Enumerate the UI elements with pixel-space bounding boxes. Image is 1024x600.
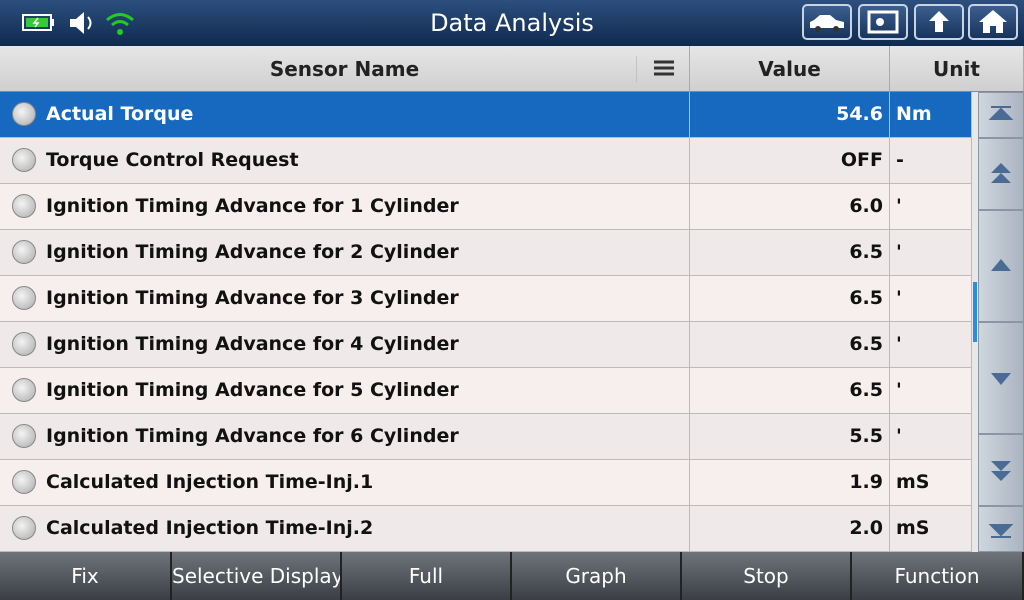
page-up-button[interactable] — [978, 138, 1024, 210]
table-row[interactable]: Torque Control Request OFF - — [0, 138, 972, 184]
sensor-unit: mS — [890, 506, 972, 551]
screen-title: Data Analysis — [430, 9, 594, 37]
sensor-name: Ignition Timing Advance for 4 Cylinder — [46, 322, 690, 367]
scroll-down-button[interactable] — [978, 322, 1024, 434]
status-icons — [22, 12, 134, 35]
scroll-up-button[interactable] — [978, 210, 1024, 322]
sensor-unit: Nm — [890, 92, 972, 137]
footer-button[interactable]: Selective Display — [172, 552, 342, 600]
scroll-top-button[interactable] — [978, 92, 1024, 138]
sensor-unit: ' — [890, 414, 972, 459]
scroll-thumb[interactable] — [973, 282, 977, 342]
row-radio[interactable] — [12, 286, 36, 310]
row-radio[interactable] — [12, 470, 36, 494]
table-row[interactable]: Ignition Timing Advance for 3 Cylinder 6.… — [0, 276, 972, 322]
footer-button[interactable]: Fix — [0, 552, 172, 600]
sensor-name: Ignition Timing Advance for 1 Cylinder — [46, 184, 690, 229]
sensor-name: Ignition Timing Advance for 2 Cylinder — [46, 230, 690, 275]
column-header[interactable]: Value — [690, 46, 890, 92]
sensor-name: Calculated Injection Time-Inj.2 — [46, 506, 690, 551]
title-bar: Data Analysis — [0, 0, 1024, 46]
column-header[interactable]: Unit — [890, 46, 1024, 92]
sensor-value: 6.5 — [690, 230, 890, 275]
sensor-unit: mS — [890, 460, 972, 505]
sensor-unit: - — [890, 138, 972, 183]
table-row[interactable]: Ignition Timing Advance for 5 Cylinder 6.… — [0, 368, 972, 414]
table-row[interactable]: Ignition Timing Advance for 1 Cylinder 6.… — [0, 184, 972, 230]
column-header[interactable]: Sensor Name — [0, 46, 690, 92]
row-radio[interactable] — [12, 424, 36, 448]
sensor-name: Calculated Injection Time-Inj.1 — [46, 460, 690, 505]
row-radio[interactable] — [12, 102, 36, 126]
report-button[interactable] — [858, 4, 908, 40]
sensor-unit: ' — [890, 230, 972, 275]
scroll-bottom-button[interactable] — [978, 506, 1024, 552]
footer-button[interactable]: Graph — [512, 552, 682, 600]
sensor-value: 6.5 — [690, 276, 890, 321]
row-radio[interactable] — [12, 332, 36, 356]
footer-button[interactable]: Full — [342, 552, 512, 600]
table-row[interactable]: Actual Torque 54.6 Nm — [0, 92, 972, 138]
sensor-name: Actual Torque — [46, 92, 690, 137]
sensor-name: Ignition Timing Advance for 3 Cylinder — [46, 276, 690, 321]
sensor-value: 1.9 — [690, 460, 890, 505]
sensor-unit: ' — [890, 322, 972, 367]
sensor-name: Torque Control Request — [46, 138, 690, 183]
table-row[interactable]: Calculated Injection Time-Inj.1 1.9 mS — [0, 460, 972, 506]
sensor-value: 54.6 — [690, 92, 890, 137]
table-row[interactable]: Ignition Timing Advance for 4 Cylinder 6.… — [0, 322, 972, 368]
sensor-value: 6.0 — [690, 184, 890, 229]
sensor-value: 6.5 — [690, 322, 890, 367]
row-radio[interactable] — [12, 378, 36, 402]
page-down-button[interactable] — [978, 434, 1024, 506]
row-radio[interactable] — [12, 240, 36, 264]
sensor-value: OFF — [690, 138, 890, 183]
home-button[interactable] — [968, 4, 1018, 40]
sensor-name: Ignition Timing Advance for 5 Cylinder — [46, 368, 690, 413]
sensor-value: 2.0 — [690, 506, 890, 551]
sensor-value: 5.5 — [690, 414, 890, 459]
scrollbar — [972, 92, 978, 552]
table-row[interactable]: Ignition Timing Advance for 6 Cylinder 5.… — [0, 414, 972, 460]
footer-button[interactable]: Stop — [682, 552, 852, 600]
row-radio[interactable] — [12, 516, 36, 540]
row-radio[interactable] — [12, 194, 36, 218]
table-row[interactable]: Ignition Timing Advance for 2 Cylinder 6.… — [0, 230, 972, 276]
sensor-value: 6.5 — [690, 368, 890, 413]
row-radio[interactable] — [12, 148, 36, 172]
sensor-unit: ' — [890, 276, 972, 321]
back-button[interactable] — [914, 4, 964, 40]
footer-button[interactable]: Function — [852, 552, 1024, 600]
vehicle-info-button[interactable] — [802, 4, 852, 40]
sensor-unit: ' — [890, 368, 972, 413]
sensor-name: Ignition Timing Advance for 6 Cylinder — [46, 414, 690, 459]
column-menu-icon[interactable] — [636, 56, 676, 82]
table-row[interactable]: Calculated Injection Time-Inj.2 2.0 mS — [0, 506, 972, 552]
sensor-unit: ' — [890, 184, 972, 229]
